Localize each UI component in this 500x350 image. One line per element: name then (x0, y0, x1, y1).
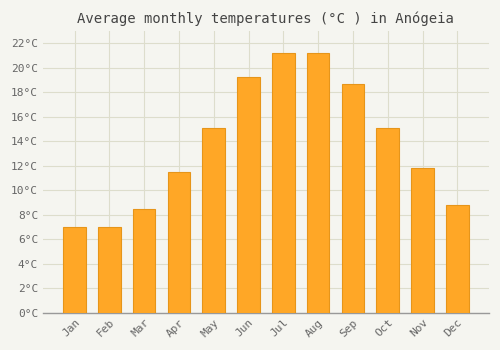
Bar (376, 128, 399, 313)
Bar (168, 172, 190, 313)
Bar (446, 205, 468, 313)
Bar (272, 53, 294, 313)
Title: Average monthly temperatures (°C ) in Anógeia: Average monthly temperatures (°C ) in An… (78, 11, 454, 26)
Bar (237, 77, 260, 313)
Bar (342, 84, 364, 313)
Bar (133, 209, 156, 313)
Bar (63, 227, 86, 313)
Bar (307, 53, 330, 313)
Bar (98, 227, 120, 313)
Bar (202, 128, 225, 313)
Bar (411, 168, 434, 313)
